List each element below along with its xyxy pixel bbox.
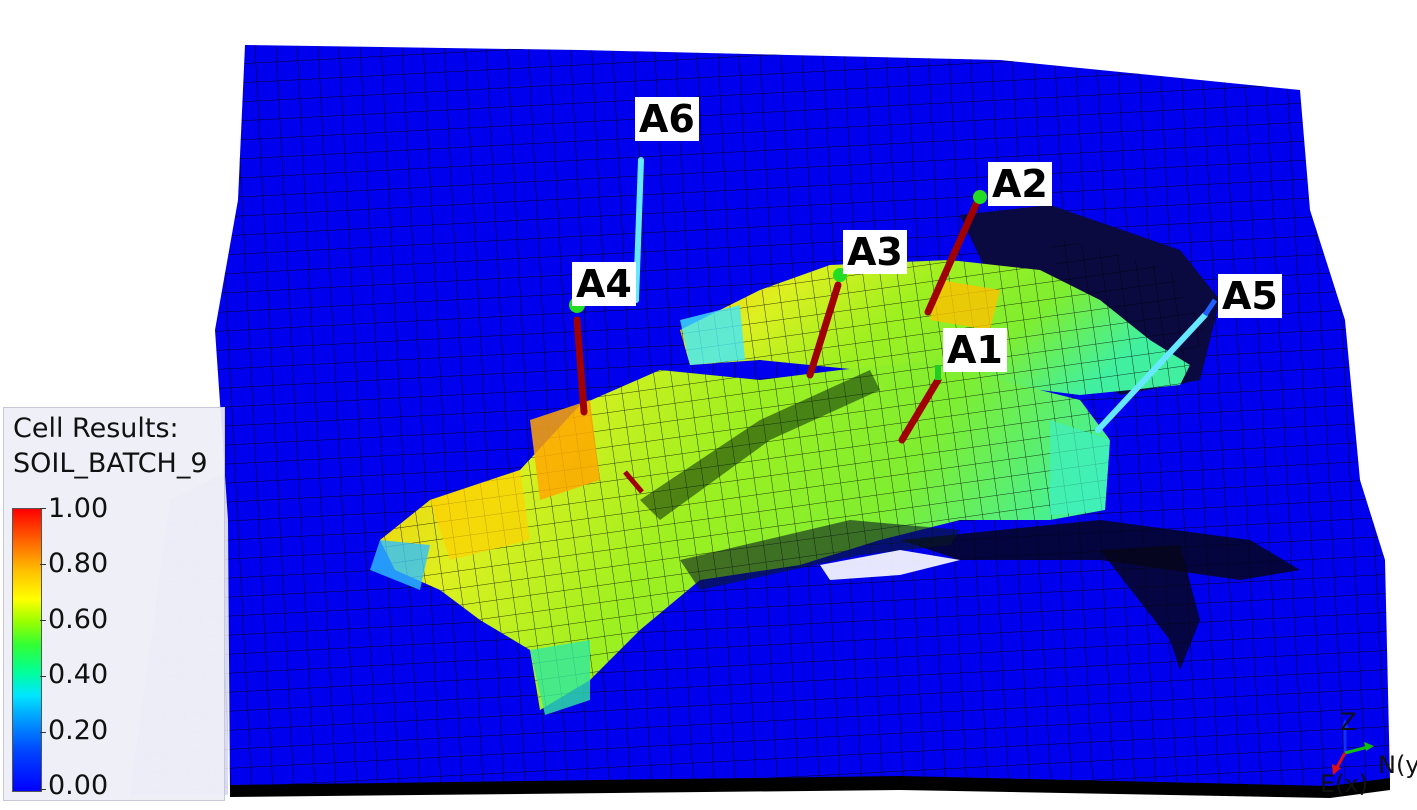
- legend-tick-mark: [40, 732, 46, 733]
- axis-arrows-icon: [1332, 719, 1374, 775]
- legend-result-name: SOIL_BATCH_9: [13, 448, 208, 479]
- well-label-a3[interactable]: A3: [843, 230, 907, 274]
- legend-color-bar: [12, 508, 42, 792]
- well-label-a2[interactable]: A2: [988, 162, 1052, 206]
- legend-tick-label: 1.00: [48, 493, 109, 524]
- axis-triad: Z N(y) E(x): [1310, 705, 1417, 806]
- legend-tick-label: 0.00: [48, 770, 109, 801]
- legend-tick-label: 0.20: [48, 715, 109, 746]
- legend-tick-label: 0.60: [48, 604, 109, 635]
- axis-north-label: N(y): [1378, 751, 1417, 779]
- legend-tick-label: 0.40: [48, 659, 109, 690]
- axis-z-label: Z: [1340, 708, 1357, 736]
- legend-tick-mark: [40, 508, 46, 509]
- well-a2-path: [924, 196, 982, 316]
- legend-tick-mark: [40, 789, 46, 790]
- legend-tick-mark: [40, 620, 46, 621]
- well-label-a6[interactable]: A6: [635, 97, 699, 141]
- well-label-a5[interactable]: A5: [1218, 274, 1282, 318]
- legend-title: Cell Results:: [13, 413, 179, 444]
- well-a4-path: [573, 316, 588, 416]
- legend-tick-mark: [40, 676, 46, 677]
- axis-east-label: E(x): [1320, 770, 1369, 798]
- well-a1-path: [898, 376, 942, 444]
- well-trajectories: [569, 157, 1218, 494]
- well-label-a4[interactable]: A4: [572, 262, 636, 306]
- well-a3-path: [806, 281, 842, 379]
- color-legend: Cell Results: SOIL_BATCH_9 1.00 0.80 0.6…: [3, 407, 225, 801]
- well-a5-path: [1095, 312, 1208, 433]
- legend-tick-mark: [40, 564, 46, 565]
- well-label-a1[interactable]: A1: [943, 328, 1007, 372]
- legend-tick-label: 0.80: [48, 548, 109, 579]
- well-a6-path: [633, 157, 644, 303]
